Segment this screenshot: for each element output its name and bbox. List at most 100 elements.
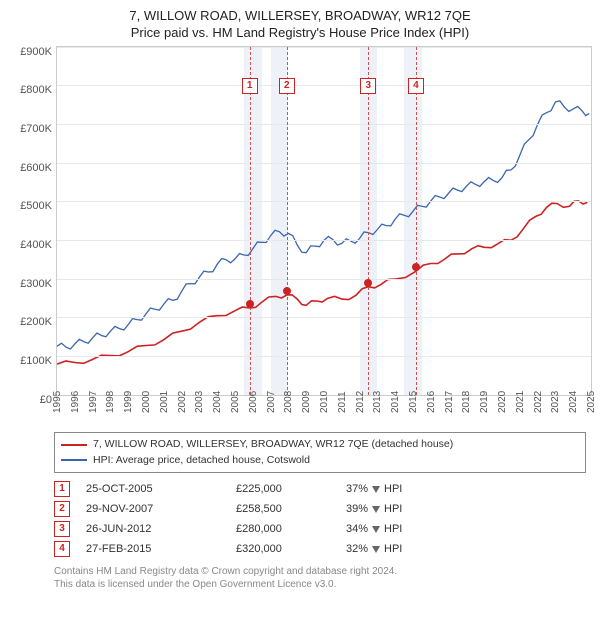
tx-row-number: 4 xyxy=(54,541,70,557)
gridline xyxy=(57,163,591,164)
x-tick-label: 2011 xyxy=(337,391,348,413)
series-price_paid xyxy=(57,201,587,364)
x-tick-label: 1996 xyxy=(70,391,81,413)
tx-row-diff-suffix: HPI xyxy=(384,543,402,555)
x-tick-label: 2012 xyxy=(355,391,366,413)
gridline xyxy=(57,47,591,48)
tx-marker-number: 4 xyxy=(408,78,424,94)
tx-row: 3 26-JUN-2012£280,00034% HPI xyxy=(54,519,586,539)
x-tick-label: 2007 xyxy=(266,391,277,413)
tx-dot xyxy=(283,287,291,295)
x-tick-label: 2010 xyxy=(319,391,330,413)
gridline xyxy=(57,85,591,86)
tx-row-number: 3 xyxy=(54,521,70,537)
x-axis: 1995199619971998199920002001200220032004… xyxy=(56,396,592,424)
x-tick-label: 2006 xyxy=(248,391,259,413)
gridline xyxy=(57,201,591,202)
x-tick-label: 2024 xyxy=(568,391,579,413)
legend-label: 7, WILLOW ROAD, WILLERSEY, BROADWAY, WR1… xyxy=(93,437,453,453)
x-tick-label: 1998 xyxy=(105,391,116,413)
tx-dot xyxy=(412,263,420,271)
x-tick-label: 2005 xyxy=(230,391,241,413)
tx-marker-line xyxy=(416,47,417,395)
tx-marker-line xyxy=(250,47,251,395)
x-tick-label: 2015 xyxy=(408,391,419,413)
tx-row-number: 1 xyxy=(54,481,70,497)
tx-row-diff-suffix: HPI xyxy=(384,503,402,515)
plot-area: 1 2 3 4 xyxy=(56,46,592,396)
legend-label: HPI: Average price, detached house, Cots… xyxy=(93,453,310,469)
arrow-down-icon xyxy=(372,506,380,513)
x-tick-label: 2014 xyxy=(390,391,401,413)
y-tick-label: £400K xyxy=(8,239,52,251)
tx-row-diff-suffix: HPI xyxy=(384,523,402,535)
y-tick-label: £300K xyxy=(8,278,52,290)
gridline xyxy=(57,124,591,125)
tx-dot xyxy=(246,300,254,308)
title-line-2: Price paid vs. HM Land Registry's House … xyxy=(8,25,592,42)
y-tick-label: £0 xyxy=(8,394,52,406)
transactions-table: 125-OCT-2005£225,00037%HPI229-NOV-2007£2… xyxy=(54,479,586,559)
footer-line-2: This data is licensed under the Open Gov… xyxy=(54,578,586,591)
tx-row-price: £258,500 xyxy=(236,503,346,515)
tx-row-date: 27-FEB-2015 xyxy=(86,543,236,555)
tx-row-diff-suffix: HPI xyxy=(384,483,402,495)
x-tick-label: 2009 xyxy=(301,391,312,413)
x-tick-label: 2001 xyxy=(159,391,170,413)
tx-row-date: 26-JUN-2012 xyxy=(86,523,236,535)
x-tick-label: 2018 xyxy=(461,391,472,413)
tx-marker-number: 3 xyxy=(360,78,376,94)
legend-item: HPI: Average price, detached house, Cots… xyxy=(61,453,579,469)
y-tick-label: £200K xyxy=(8,316,52,328)
arrow-down-icon xyxy=(372,546,380,553)
footer-line-1: Contains HM Land Registry data © Crown c… xyxy=(54,565,586,578)
y-tick-label: £600K xyxy=(8,162,52,174)
series-svg xyxy=(57,47,591,395)
y-tick-label: £500K xyxy=(8,200,52,212)
tx-row-diff-pct: 32% xyxy=(346,543,368,555)
legend-swatch xyxy=(61,459,87,461)
x-tick-label: 2017 xyxy=(444,391,455,413)
chart-title-block: 7, WILLOW ROAD, WILLERSEY, BROADWAY, WR1… xyxy=(8,8,592,42)
tx-dot xyxy=(364,279,372,287)
x-tick-label: 2021 xyxy=(515,391,526,413)
tx-row-diff-pct: 37% xyxy=(346,483,368,495)
x-tick-label: 1997 xyxy=(88,391,99,413)
tx-row-price: £280,000 xyxy=(236,523,346,535)
gridline xyxy=(57,317,591,318)
series-hpi xyxy=(57,101,589,349)
tx-row-date: 25-OCT-2005 xyxy=(86,483,236,495)
y-tick-label: £800K xyxy=(8,84,52,96)
tx-marker-line xyxy=(368,47,369,395)
gridline xyxy=(57,240,591,241)
x-tick-label: 2013 xyxy=(372,391,383,413)
x-tick-label: 2008 xyxy=(283,391,294,413)
x-tick-label: 2016 xyxy=(426,391,437,413)
tx-row-diff: 39% HPI xyxy=(346,503,402,515)
tx-row-diff: 37% HPI xyxy=(346,483,402,495)
legend-item: 7, WILLOW ROAD, WILLERSEY, BROADWAY, WR1… xyxy=(61,437,579,453)
x-tick-label: 2023 xyxy=(550,391,561,413)
legend-swatch xyxy=(61,444,87,446)
tx-marker-line xyxy=(287,47,288,395)
tx-row-price: £320,000 xyxy=(236,543,346,555)
y-tick-label: £700K xyxy=(8,123,52,135)
tx-row-diff: 32% HPI xyxy=(346,543,402,555)
x-tick-label: 2019 xyxy=(479,391,490,413)
x-tick-label: 2002 xyxy=(177,391,188,413)
tx-row: 125-OCT-2005£225,00037%HPI xyxy=(54,479,586,499)
chart-zone: £0£100K£200K£300K£400K£500K£600K£700K£80… xyxy=(8,46,592,424)
arrow-down-icon xyxy=(372,486,380,493)
tx-marker-number: 2 xyxy=(279,78,295,94)
tx-row-diff: 34% HPI xyxy=(346,523,402,535)
y-axis: £0£100K£200K£300K£400K£500K£600K£700K£80… xyxy=(8,46,52,396)
legend-box: 7, WILLOW ROAD, WILLERSEY, BROADWAY, WR1… xyxy=(54,432,586,474)
tx-row-diff-pct: 39% xyxy=(346,503,368,515)
tx-marker-number: 1 xyxy=(242,78,258,94)
tx-row: 4 27-FEB-2015£320,00032% HPI xyxy=(54,539,586,559)
tx-row: 229-NOV-2007£258,50039%HPI xyxy=(54,499,586,519)
tx-row-diff-pct: 34% xyxy=(346,523,368,535)
x-tick-label: 1995 xyxy=(52,391,63,413)
x-tick-label: 2020 xyxy=(497,391,508,413)
arrow-down-icon xyxy=(372,526,380,533)
